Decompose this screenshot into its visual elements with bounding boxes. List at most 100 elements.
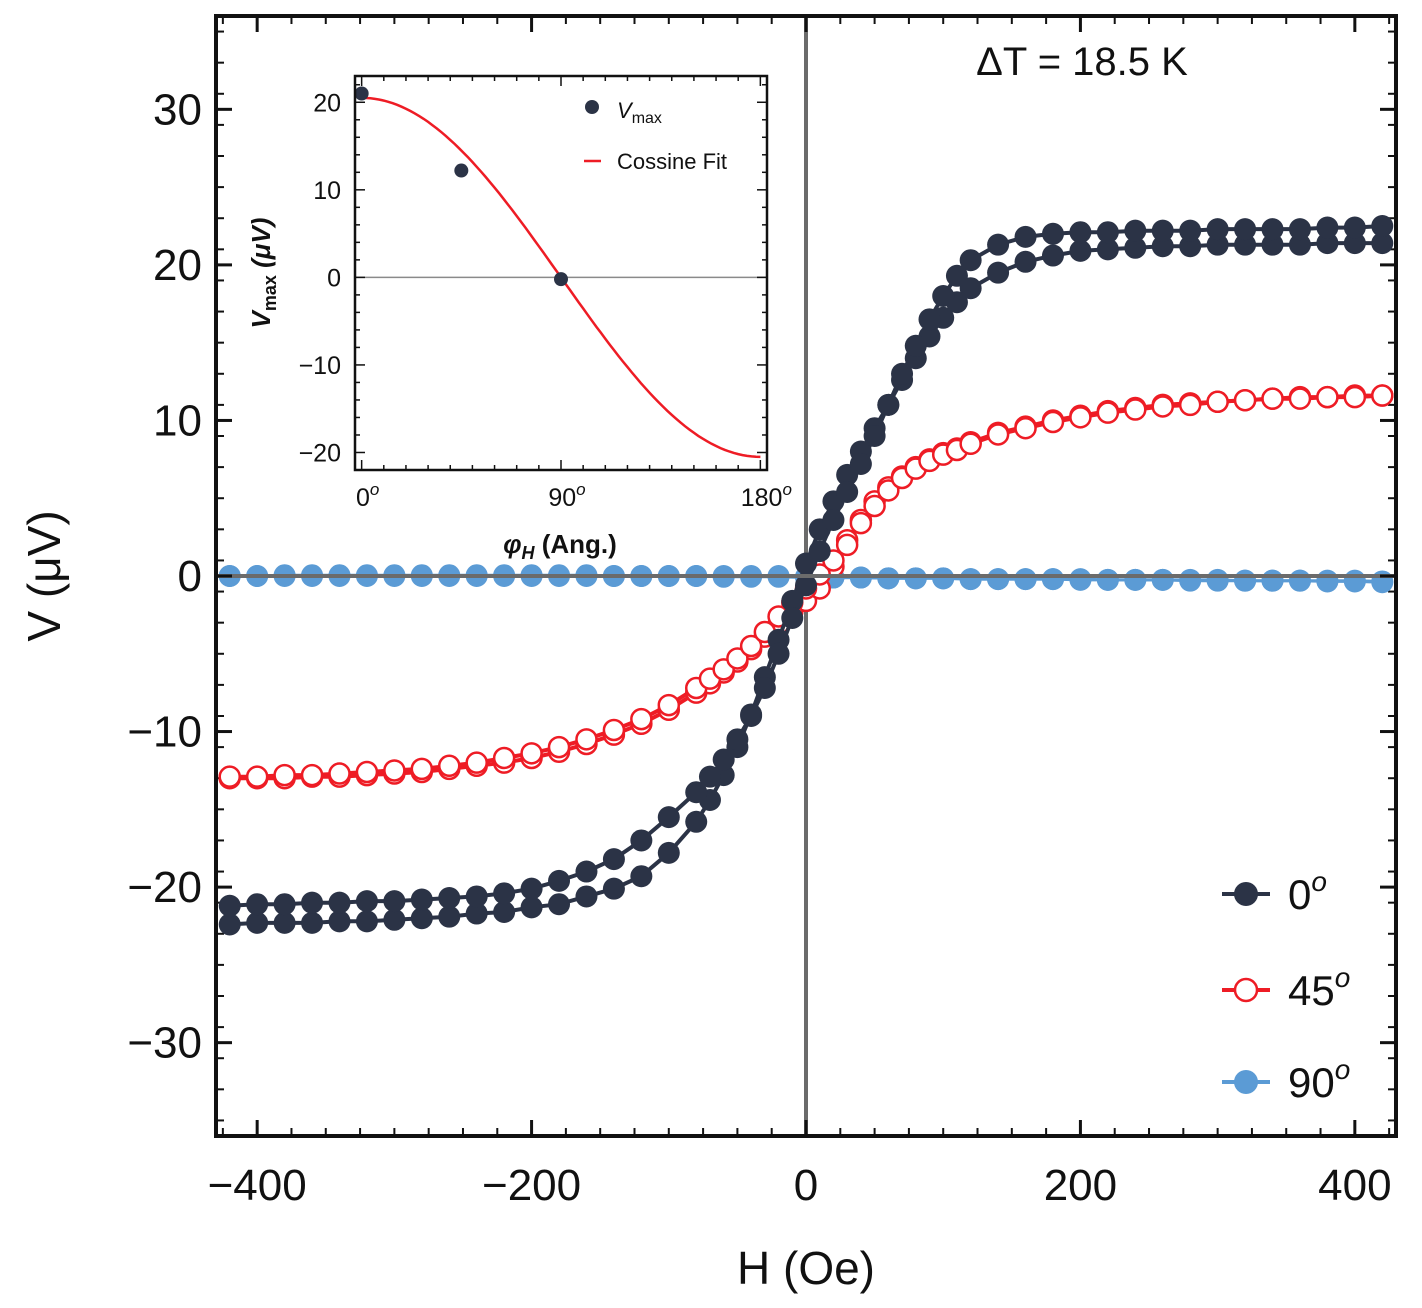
data-point	[246, 893, 269, 916]
main-data-layer	[216, 215, 1396, 936]
series-45-deg	[218, 384, 1394, 790]
y-tick-label: −10	[127, 708, 202, 757]
inset-legend-label: Vmax	[617, 98, 662, 127]
data-point	[1178, 393, 1202, 417]
x-axis-title: H (Oe)	[737, 1242, 875, 1294]
data-point	[808, 540, 831, 563]
data-point	[1261, 387, 1284, 410]
legend-item-45: 45o	[1222, 962, 1350, 1014]
data-point	[1014, 568, 1037, 591]
data-point	[932, 567, 955, 590]
data-point	[547, 735, 571, 759]
inset-data-layer	[355, 86, 761, 459]
data-point	[630, 829, 653, 852]
inset-x-axis-title: φH (Ang.)	[503, 529, 617, 563]
data-point	[246, 911, 269, 934]
data-point	[410, 907, 433, 930]
x-tick-label: 0	[794, 1161, 818, 1210]
data-point	[328, 891, 351, 914]
data-point	[438, 754, 461, 778]
inset-legend: Vmax Cossine Fit	[584, 98, 727, 174]
data-point	[959, 568, 982, 591]
data-point	[1343, 216, 1366, 239]
data-point	[273, 893, 296, 916]
data-point	[932, 285, 955, 307]
data-point	[575, 728, 598, 751]
data-point	[1124, 236, 1147, 259]
main-legend: 0o 45o 90o	[1222, 866, 1350, 1106]
y-tick-label: 30	[153, 85, 202, 134]
data-point	[657, 806, 680, 829]
data-point	[1233, 388, 1257, 412]
inset-data-point	[554, 272, 568, 287]
data-point	[959, 249, 982, 272]
data-point	[945, 264, 968, 287]
data-point	[1316, 232, 1339, 255]
data-point	[849, 511, 873, 535]
data-point	[698, 765, 721, 788]
y-tick-label: −20	[127, 863, 202, 912]
data-point	[685, 810, 708, 833]
data-point	[986, 423, 1010, 446]
legend-marker	[1233, 977, 1259, 1003]
data-point	[493, 901, 516, 923]
data-point	[301, 911, 324, 934]
legend-marker	[1234, 882, 1258, 906]
data-point	[438, 887, 461, 909]
series-90-deg	[218, 564, 1394, 594]
y-tick-label: −30	[127, 1019, 202, 1068]
data-point	[781, 589, 804, 612]
data-point	[438, 905, 461, 928]
inset-x-tick-label: 180o	[741, 480, 792, 512]
data-point	[904, 567, 927, 590]
data-point	[753, 677, 776, 699]
data-point	[520, 742, 543, 765]
inset-legend-item-fit: Cossine Fit	[584, 149, 727, 174]
inset-y-tick-label: 10	[313, 177, 341, 205]
data-point	[987, 233, 1010, 256]
data-point	[835, 533, 859, 557]
inset-x-tick-label: 0o	[356, 480, 379, 512]
data-point	[630, 865, 653, 888]
data-point	[1234, 233, 1257, 256]
data-point	[1288, 569, 1311, 592]
data-point	[1288, 218, 1311, 241]
data-point	[520, 877, 543, 900]
data-point	[1343, 385, 1367, 409]
delta-t-annotation: ΔT = 18.5 K	[976, 40, 1188, 84]
data-point	[575, 885, 598, 908]
data-point	[1041, 222, 1064, 245]
data-point	[218, 894, 241, 917]
data-point	[493, 882, 516, 905]
data-point	[822, 509, 845, 531]
data-point	[1041, 568, 1064, 591]
y-tick-label: 0	[178, 552, 202, 601]
inset-y-ticks: −20 −10 0 10 20	[299, 84, 767, 471]
legend-label: 45o	[1288, 962, 1350, 1014]
legend-label: 0o	[1288, 866, 1327, 918]
data-point	[877, 567, 900, 590]
data-point	[355, 910, 378, 933]
data-point	[548, 893, 571, 916]
data-point	[410, 888, 433, 911]
data-point	[1124, 219, 1147, 242]
main-y-ticks: −30 −20 −10 0 10 20 30	[127, 85, 1396, 1068]
data-point	[328, 762, 351, 785]
data-point	[575, 860, 598, 883]
data-point	[465, 751, 488, 774]
data-point	[891, 362, 914, 385]
data-point	[1179, 569, 1202, 592]
data-point	[1069, 568, 1092, 591]
data-point	[1206, 233, 1229, 256]
y-tick-label: 10	[153, 396, 202, 445]
data-point	[657, 841, 680, 864]
data-point	[383, 759, 406, 782]
inset-legend-marker	[585, 100, 599, 114]
data-point	[863, 425, 886, 447]
inset-y-tick-label: 20	[313, 89, 341, 117]
inset-data-point	[454, 163, 469, 178]
data-point	[1041, 410, 1065, 434]
inset-x-tick-label: 90o	[548, 480, 585, 512]
